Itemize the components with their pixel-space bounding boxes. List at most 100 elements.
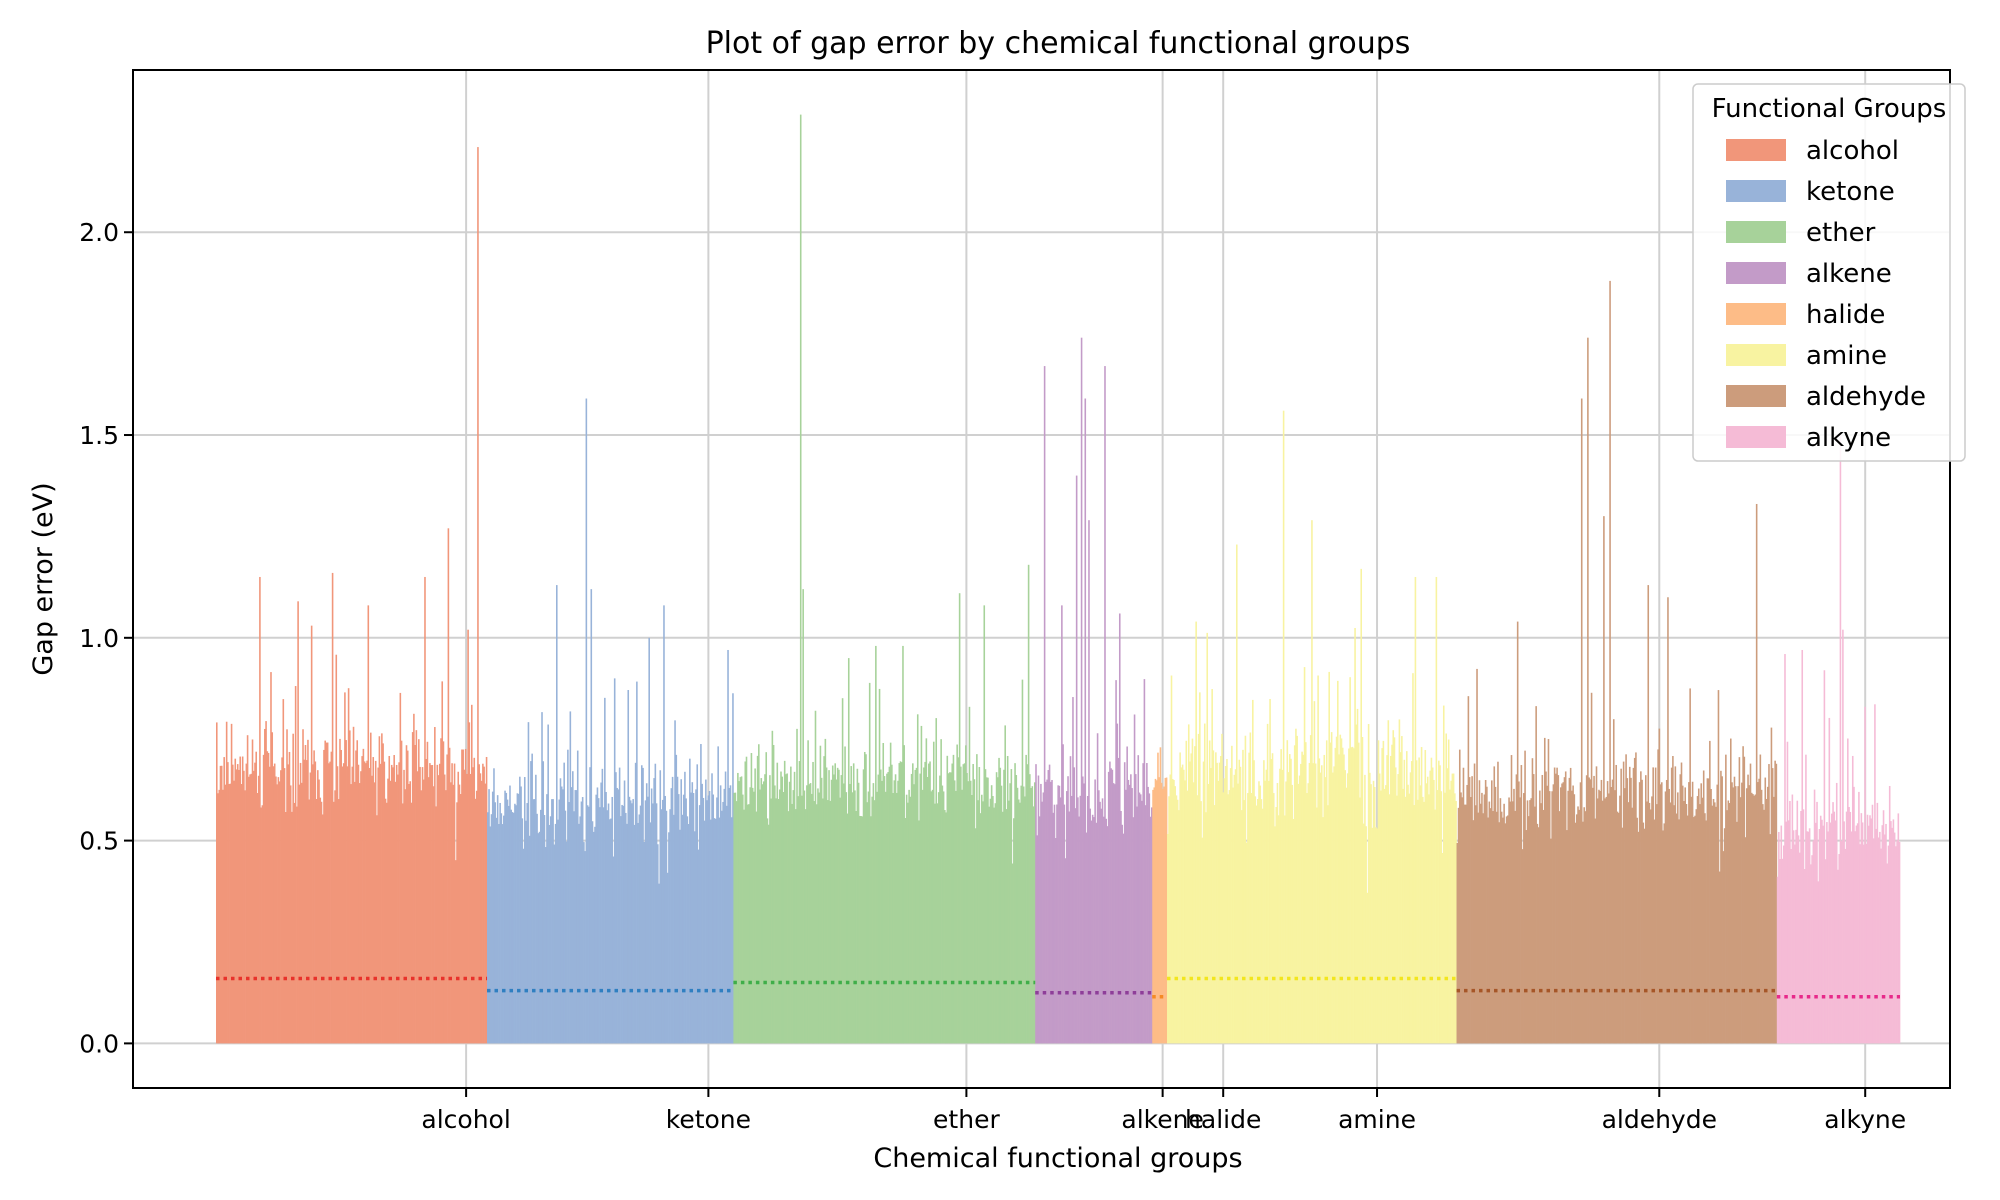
bar — [504, 790, 506, 1044]
bar — [532, 799, 535, 1044]
bar — [958, 593, 961, 1044]
bar — [1131, 788, 1133, 1044]
bar — [739, 777, 742, 1044]
bar — [1709, 740, 1711, 1044]
bar — [909, 796, 912, 1044]
bar — [1143, 679, 1146, 1044]
bar — [1606, 781, 1609, 1044]
bar — [1822, 825, 1824, 1044]
bar — [1741, 782, 1743, 1044]
bar — [1806, 831, 1808, 1044]
bar — [1010, 769, 1013, 1044]
bar — [822, 798, 824, 1044]
bar — [549, 816, 552, 1044]
bar — [1178, 810, 1180, 1044]
bar — [431, 765, 434, 1044]
bar — [742, 794, 744, 1044]
bar — [1720, 770, 1722, 1044]
bar — [1211, 689, 1213, 1044]
bar — [347, 688, 350, 1044]
bar — [1056, 804, 1058, 1044]
bar — [1839, 435, 1842, 1044]
bar — [690, 792, 692, 1044]
bar — [1142, 763, 1144, 1044]
bar — [941, 785, 944, 1044]
bar — [1364, 774, 1366, 1044]
bar — [1064, 858, 1067, 1044]
bar — [1280, 749, 1282, 1044]
legend-swatch-alkene — [1726, 262, 1786, 284]
bar — [946, 755, 949, 1044]
bar — [1458, 749, 1461, 1044]
bar — [1795, 829, 1797, 1044]
bar — [1465, 804, 1467, 1044]
bar — [650, 788, 653, 1044]
bar — [1026, 764, 1029, 1044]
bar — [1851, 755, 1854, 1044]
bar — [729, 785, 732, 1044]
bar — [281, 757, 283, 1044]
bar — [682, 794, 685, 1044]
bar — [388, 755, 391, 1044]
bar — [758, 744, 760, 1044]
bar — [1653, 819, 1656, 1044]
bar — [448, 747, 451, 1044]
bar — [232, 764, 234, 1044]
bar — [787, 811, 790, 1044]
bar — [1409, 772, 1412, 1044]
bar — [473, 757, 476, 1044]
bar — [1515, 774, 1518, 1044]
bar — [1662, 830, 1664, 1044]
bar — [276, 784, 278, 1044]
bar — [1771, 768, 1774, 1044]
bar — [342, 763, 345, 1044]
bar — [310, 625, 313, 1044]
bar — [974, 828, 977, 1044]
bar — [1369, 772, 1371, 1044]
bar — [1349, 677, 1351, 1044]
bar — [1077, 797, 1079, 1044]
bar — [850, 766, 853, 1044]
bar — [1367, 724, 1370, 1044]
bar — [1351, 746, 1354, 1044]
bar — [1164, 777, 1167, 1044]
bar — [860, 816, 862, 1044]
bar — [591, 821, 594, 1044]
bar — [1112, 783, 1115, 1044]
bar — [1764, 777, 1767, 1044]
bar — [1333, 766, 1335, 1044]
bar — [410, 802, 413, 1044]
bar-group-ketone — [487, 398, 734, 1044]
bar — [1391, 744, 1393, 1044]
bar — [1693, 817, 1695, 1044]
bar — [967, 781, 970, 1044]
bar — [1025, 754, 1027, 1044]
bar — [554, 823, 557, 1044]
bar — [245, 763, 248, 1044]
bar — [766, 818, 769, 1044]
bar — [1245, 842, 1248, 1044]
bar — [881, 780, 883, 1044]
bar — [430, 765, 432, 1044]
bar — [1397, 774, 1399, 1044]
bar — [935, 718, 938, 1044]
bar — [291, 811, 293, 1044]
bar — [1560, 787, 1562, 1044]
bar — [1252, 699, 1254, 1044]
bar — [1649, 809, 1652, 1044]
bar — [894, 774, 897, 1044]
bar — [1222, 792, 1225, 1044]
bar — [1035, 764, 1037, 1044]
bar — [945, 812, 947, 1044]
bar — [1404, 796, 1407, 1044]
bar — [440, 738, 442, 1044]
bar — [770, 798, 772, 1044]
bar — [569, 711, 572, 1044]
bar — [993, 807, 995, 1044]
bar — [1402, 788, 1404, 1044]
bar — [775, 798, 777, 1044]
bar — [829, 800, 832, 1044]
bar — [1521, 849, 1524, 1044]
bar — [1433, 779, 1435, 1044]
bar — [1700, 783, 1703, 1044]
